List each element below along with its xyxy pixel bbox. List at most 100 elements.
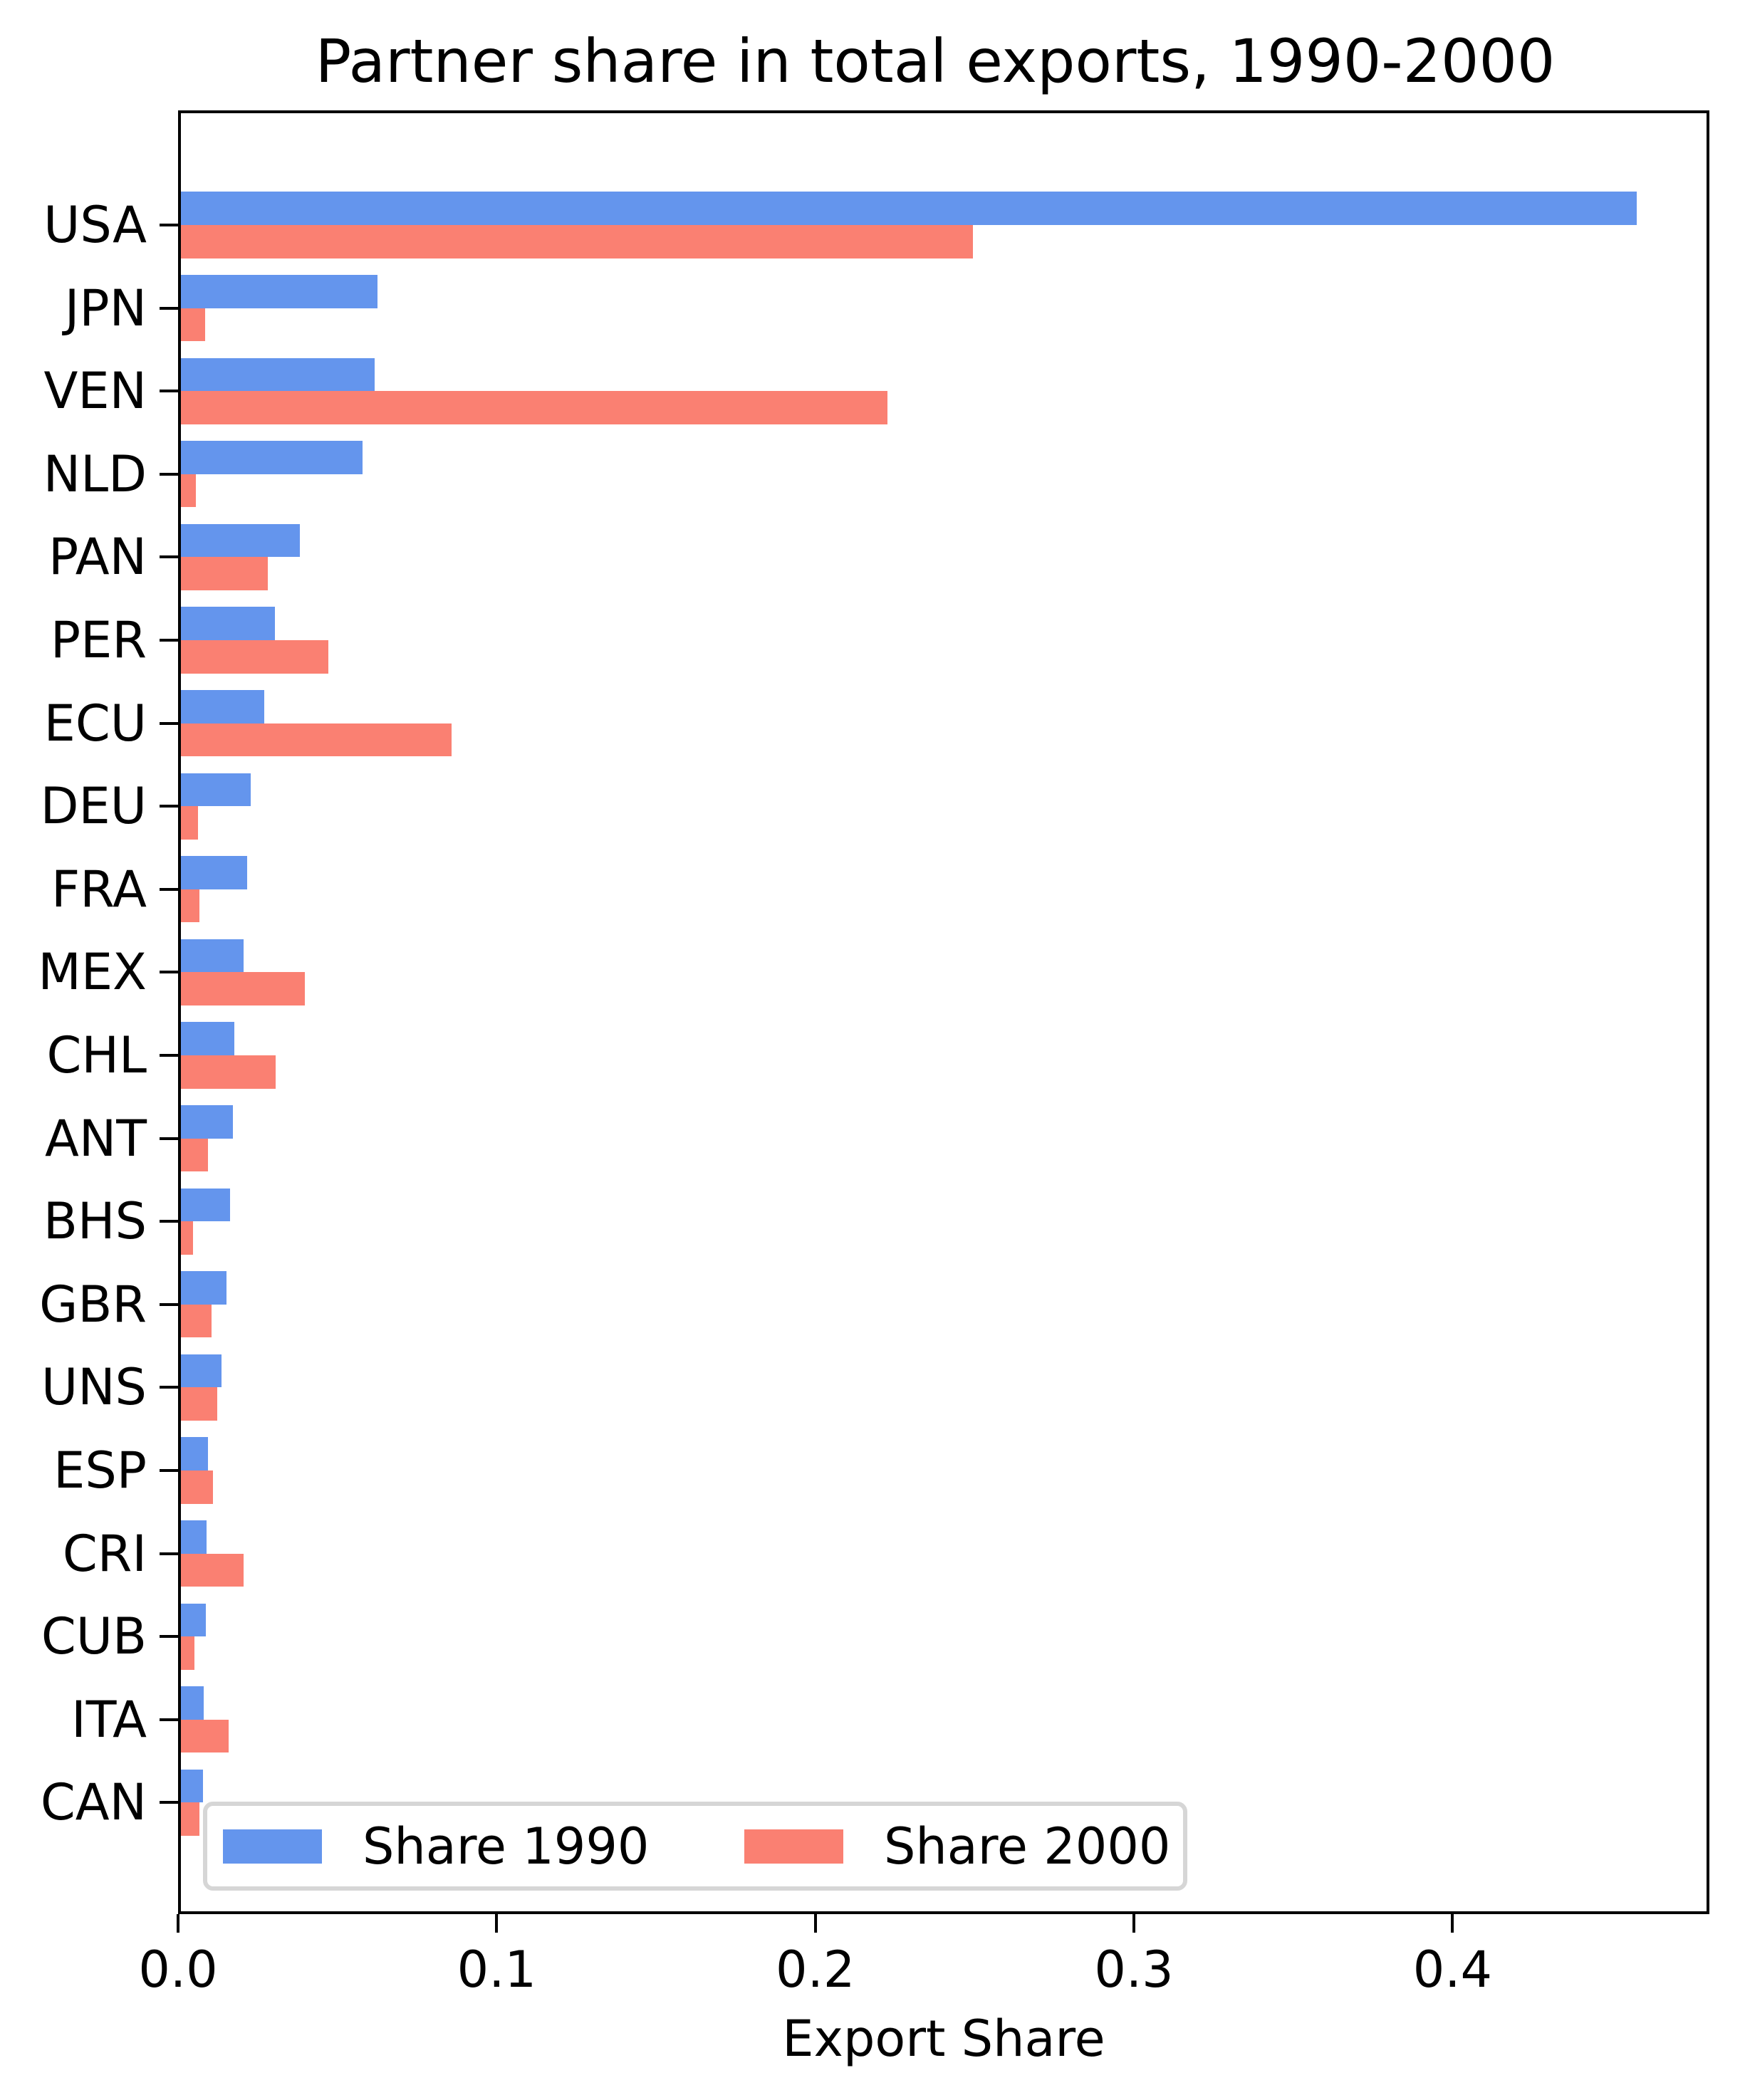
- y-tick: [160, 1552, 178, 1555]
- y-tick: [160, 1635, 178, 1639]
- plot-area: [178, 110, 1709, 1914]
- bar-uns-2000: [178, 1387, 217, 1421]
- y-tick-label: USA: [43, 196, 147, 254]
- legend-label-2000: Share 2000: [884, 1817, 1171, 1876]
- x-axis-label: Export Share: [782, 2010, 1105, 2068]
- y-tick-label: CUB: [41, 1607, 147, 1666]
- bar-ven-1990: [178, 357, 375, 392]
- legend-swatch-2000-icon: [744, 1829, 843, 1864]
- y-tick-label: FRA: [51, 860, 147, 919]
- bar-fra-1990: [178, 856, 248, 889]
- bar-gbr-1990: [178, 1271, 226, 1305]
- y-tick-label: MEX: [38, 943, 147, 1002]
- y-tick: [160, 555, 178, 559]
- y-tick-label: NLD: [43, 444, 147, 503]
- bar-ant-1990: [178, 1105, 234, 1139]
- bar-per-2000: [178, 640, 328, 674]
- bar-bhs-1990: [178, 1188, 231, 1222]
- y-tick-label: ITA: [71, 1690, 147, 1749]
- x-tick: [813, 1914, 817, 1933]
- y-tick: [160, 224, 178, 226]
- y-tick: [160, 1137, 178, 1140]
- axes-frame: [178, 110, 1709, 1914]
- bar-pan-1990: [178, 523, 301, 558]
- x-tick-label: 0.3: [1094, 1940, 1174, 1999]
- y-tick-label: ANT: [44, 1109, 147, 1168]
- x-tick: [1451, 1914, 1454, 1933]
- legend-swatch-1990-icon: [223, 1829, 322, 1864]
- y-tick-label: CRI: [62, 1524, 147, 1583]
- bar-gbr-2000: [178, 1304, 212, 1338]
- y-tick-label: CAN: [40, 1773, 147, 1832]
- legend: Share 1990 Share 2000: [203, 1802, 1187, 1891]
- y-tick-label: DEU: [40, 777, 147, 836]
- bar-ecu-1990: [178, 690, 264, 723]
- y-tick: [160, 1801, 178, 1804]
- bar-ven-2000: [178, 391, 887, 424]
- bar-jpn-1990: [178, 275, 378, 308]
- bar-bhs-2000: [178, 1221, 194, 1255]
- bar-can-1990: [178, 1769, 204, 1803]
- y-tick: [160, 1718, 178, 1721]
- x-tick-label: 0.4: [1412, 1940, 1493, 1999]
- y-tick-label: VEN: [43, 362, 147, 421]
- y-tick: [160, 1302, 178, 1306]
- x-tick: [495, 1914, 499, 1933]
- bar-esp-1990: [178, 1437, 209, 1470]
- bar-ita-2000: [178, 1719, 229, 1753]
- legend-label-1990: Share 1990: [363, 1817, 650, 1876]
- bar-deu-1990: [178, 773, 251, 807]
- bar-uns-1990: [178, 1354, 222, 1388]
- y-tick: [160, 1054, 178, 1057]
- bar-chl-2000: [178, 1055, 276, 1089]
- bar-mex-1990: [178, 939, 244, 973]
- bar-cri-2000: [178, 1553, 244, 1587]
- y-tick: [160, 805, 178, 808]
- x-tick-label: 0.2: [776, 1940, 855, 1999]
- bar-esp-2000: [178, 1470, 214, 1504]
- y-tick: [160, 306, 178, 310]
- bar-cub-2000: [178, 1636, 195, 1670]
- bar-fra-2000: [178, 889, 200, 923]
- x-tick-label: 0.1: [457, 1940, 536, 1999]
- y-tick: [160, 472, 178, 476]
- bar-nld-2000: [178, 474, 197, 508]
- bar-jpn-2000: [178, 308, 206, 342]
- bar-cri-1990: [178, 1520, 207, 1554]
- y-tick: [160, 1220, 178, 1223]
- y-tick-label: GBR: [39, 1275, 147, 1334]
- bar-cub-1990: [178, 1603, 207, 1637]
- y-tick-label: ECU: [43, 694, 147, 753]
- y-tick: [160, 639, 178, 642]
- bar-usa-1990: [178, 192, 1637, 225]
- bar-ant-2000: [178, 1138, 209, 1172]
- x-tick: [1132, 1914, 1136, 1933]
- y-tick-label: CHL: [46, 1026, 147, 1085]
- legend-entry-2000: Share 2000: [744, 1806, 1170, 1886]
- chart-title: Partner share in total exports, 1990-200…: [315, 26, 1556, 96]
- y-tick: [160, 1386, 178, 1389]
- bar-mex-2000: [178, 972, 306, 1005]
- bar-nld-1990: [178, 441, 363, 474]
- bar-usa-2000: [178, 225, 973, 258]
- y-tick-label: PAN: [48, 528, 147, 587]
- y-tick-label: ESP: [53, 1441, 147, 1500]
- bar-pan-2000: [178, 557, 269, 590]
- legend-entry-1990: Share 1990: [223, 1806, 649, 1886]
- bar-can-2000: [178, 1802, 200, 1836]
- x-tick: [177, 1914, 179, 1933]
- y-tick-label: PER: [50, 611, 147, 669]
- x-tick-label: 0.0: [138, 1940, 218, 1999]
- y-tick: [160, 971, 178, 974]
- bar-chl-1990: [178, 1022, 234, 1055]
- y-tick-label: BHS: [43, 1192, 147, 1251]
- bar-ita-1990: [178, 1686, 204, 1720]
- y-tick-label: UNS: [41, 1358, 147, 1417]
- y-tick: [160, 887, 178, 891]
- y-tick-label: JPN: [64, 278, 147, 338]
- y-tick: [160, 721, 178, 725]
- bar-ecu-2000: [178, 723, 452, 757]
- bar-deu-2000: [178, 806, 199, 840]
- y-tick: [160, 1469, 178, 1472]
